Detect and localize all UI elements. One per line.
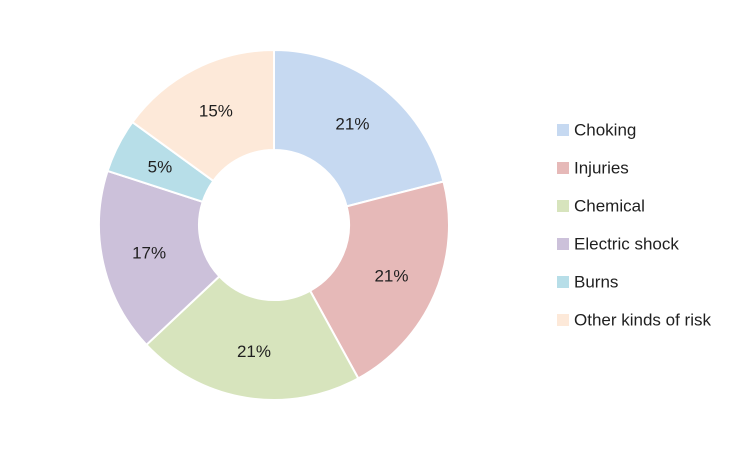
- chart-legend: Choking Injuries Chemical Electric shock Bur…: [557, 121, 711, 330]
- legend-label: Injuries: [574, 159, 629, 178]
- legend-item-electric-shock: Electric shock: [557, 235, 679, 254]
- legend-item-injuries: Injuries: [557, 159, 629, 178]
- legend-swatch: [557, 162, 569, 174]
- donut-slices: [98, 48, 450, 402]
- legend-swatch: [557, 238, 569, 250]
- legend-item-other-kinds-of-risk: Other kinds of risk: [557, 311, 711, 330]
- legend-swatch: [557, 200, 569, 212]
- legend-swatch: [557, 314, 569, 326]
- legend-item-burns: Burns: [557, 273, 618, 292]
- legend-item-chemical: Chemical: [557, 197, 645, 216]
- slice-label-choking: 21%: [335, 114, 369, 133]
- legend-label: Burns: [574, 273, 618, 292]
- slice-labels: 21% 21% 21% 17% 5% 15%: [132, 101, 408, 360]
- legend-swatch: [557, 276, 569, 288]
- slice-choking: [273, 48, 445, 208]
- slice-label-other-kinds-of-risk: 15%: [199, 101, 233, 120]
- slice-label-electric-shock: 17%: [132, 243, 166, 262]
- slice-label-injuries: 21%: [374, 266, 408, 285]
- slice-chemical: [145, 274, 360, 402]
- legend-label: Electric shock: [574, 235, 679, 254]
- legend-item-choking: Choking: [557, 121, 636, 140]
- slice-label-burns: 5%: [148, 157, 173, 176]
- slice-other-kinds-of-risk: [131, 48, 275, 183]
- slice-electric-shock: [98, 169, 221, 347]
- slice-injuries: [308, 180, 450, 380]
- legend-label: Choking: [574, 121, 636, 140]
- legend-label: Chemical: [574, 197, 645, 216]
- legend-swatch: [557, 124, 569, 136]
- slice-label-chemical: 21%: [237, 342, 271, 361]
- legend-label: Other kinds of risk: [574, 311, 711, 330]
